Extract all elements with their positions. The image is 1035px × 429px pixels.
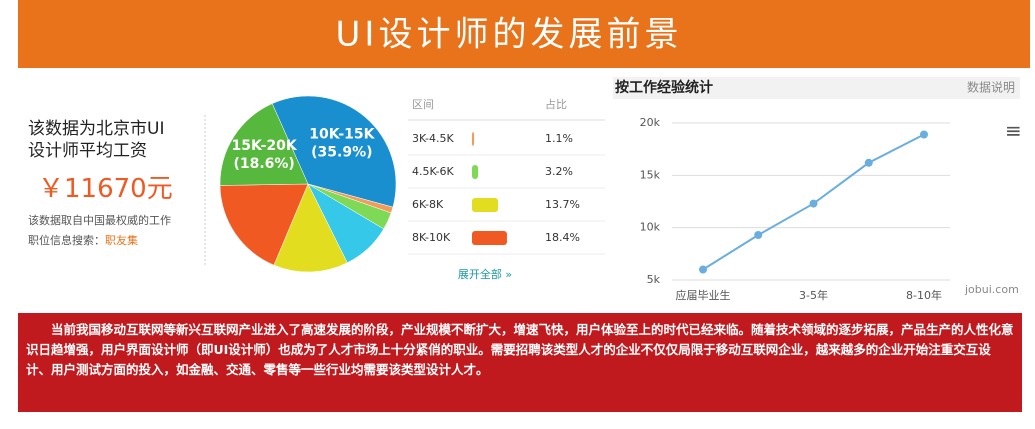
menu-icon[interactable]: ≡ bbox=[1005, 119, 1022, 143]
x-tick-label: 3-5年 bbox=[799, 288, 828, 302]
source: 职位信息搜索：职友集 bbox=[28, 231, 203, 251]
point bbox=[864, 158, 873, 167]
table-cell: 13.7% bbox=[545, 198, 580, 211]
paragraph: 当前我国移动互联网等新兴互联网产业进入了高速发展的阶段，产业规模不断扩大，增速飞… bbox=[18, 313, 1022, 412]
pie-slice bbox=[219, 183, 309, 266]
point bbox=[809, 199, 818, 208]
y-tick-label: 20k bbox=[640, 116, 661, 129]
line-title: 按工作经验统计 bbox=[615, 79, 713, 96]
table-swatch bbox=[472, 231, 507, 245]
slice-value-label: (18.6%) bbox=[233, 156, 294, 172]
point bbox=[920, 130, 928, 139]
pie-slice bbox=[271, 95, 397, 208]
watermark: jobui.com bbox=[964, 283, 1019, 296]
header-title: UI设计师的发展前景 bbox=[336, 15, 683, 55]
slice-label: 15K-20K bbox=[232, 138, 298, 154]
summary-line: 设计师平均工资 bbox=[28, 141, 147, 161]
table-swatch bbox=[472, 198, 499, 212]
salary: ￥11670元 bbox=[38, 174, 173, 204]
source: 职位信息搜索： bbox=[28, 234, 105, 247]
expand-link: 展开全部 » bbox=[458, 267, 512, 281]
table-cell: 6K-8K bbox=[412, 198, 444, 211]
source-link[interactable]: 职友集 bbox=[105, 234, 138, 247]
x-tick-label: 应届毕业生 bbox=[676, 288, 731, 302]
table-cell: 3K-4.5K bbox=[412, 132, 455, 145]
table-cell: 1.1% bbox=[545, 132, 573, 145]
line-title-bar bbox=[613, 77, 1020, 99]
table-swatch bbox=[472, 165, 479, 179]
slice-value-label: (35.9%) bbox=[311, 145, 372, 161]
header-bar bbox=[18, 0, 1030, 68]
y-tick-label: 15k bbox=[640, 168, 661, 181]
pie-slice bbox=[273, 183, 348, 273]
line-note: 数据说明 bbox=[967, 80, 1015, 95]
pie-slice bbox=[219, 103, 309, 186]
summary-line: 该数据为北京市UI bbox=[28, 119, 165, 139]
source: 该数据取自中国最权威的工作 bbox=[28, 214, 171, 227]
point bbox=[699, 265, 707, 274]
table-header: 区间 bbox=[412, 98, 434, 111]
y-tick-label: 5k bbox=[647, 273, 661, 286]
point bbox=[754, 230, 763, 239]
y-tick-label: 10k bbox=[640, 221, 661, 234]
table-cell: 8K-10K bbox=[412, 231, 451, 244]
table-swatch bbox=[472, 132, 475, 146]
table-header: 占比 bbox=[545, 97, 567, 111]
table-cell: 4.5K-6K bbox=[412, 165, 455, 178]
slice-label: 10K-15K bbox=[309, 127, 375, 143]
table-cell: 3.2% bbox=[545, 165, 573, 178]
table-cell: 18.4% bbox=[545, 231, 580, 244]
x-tick-label: 8-10年 bbox=[906, 288, 942, 302]
summary: 该数据为北京市UI 设计师平均工资 ￥11670元 该数据取自中国最权威的工作 … bbox=[28, 118, 203, 251]
